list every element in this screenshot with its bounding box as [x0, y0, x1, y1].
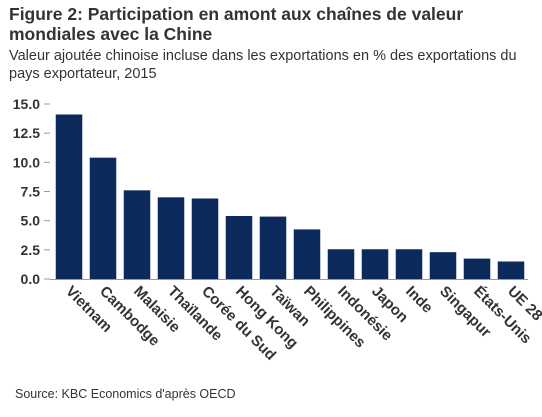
bar-tha-lande — [157, 197, 185, 279]
bar-indon-sie — [327, 249, 355, 279]
y-tick-label: 10.0 — [13, 154, 40, 170]
bar-singapur — [429, 252, 457, 279]
bar--tats-unis — [463, 258, 491, 279]
chart-title: Figure 2: Participation en amont aux cha… — [9, 4, 464, 44]
bar-philippines — [293, 229, 321, 279]
bar-hong-kong — [225, 216, 253, 279]
bar-ue-28 — [497, 261, 525, 279]
bar-vietnam — [55, 114, 83, 279]
y-tick-label: 15.0 — [13, 96, 40, 112]
chart-subtitle: Valeur ajoutée chinoise incluse dans les… — [9, 48, 517, 82]
y-tick-label: 7.5 — [21, 184, 41, 200]
bar-japon — [361, 249, 389, 279]
y-tick-label: 12.5 — [13, 125, 40, 141]
y-tick-label: 5.0 — [21, 213, 41, 229]
bar-cambodge — [89, 157, 117, 279]
source-note: Source: KBC Economics d'après OECD — [15, 387, 236, 401]
bar-cor-e-du-sud — [191, 198, 219, 279]
y-tick-label: 2.5 — [21, 242, 41, 258]
bar-inde — [395, 249, 423, 279]
bar-malaisie — [123, 190, 151, 279]
y-tick-label: 0.0 — [21, 271, 41, 287]
bar-ta-wan — [259, 216, 287, 279]
